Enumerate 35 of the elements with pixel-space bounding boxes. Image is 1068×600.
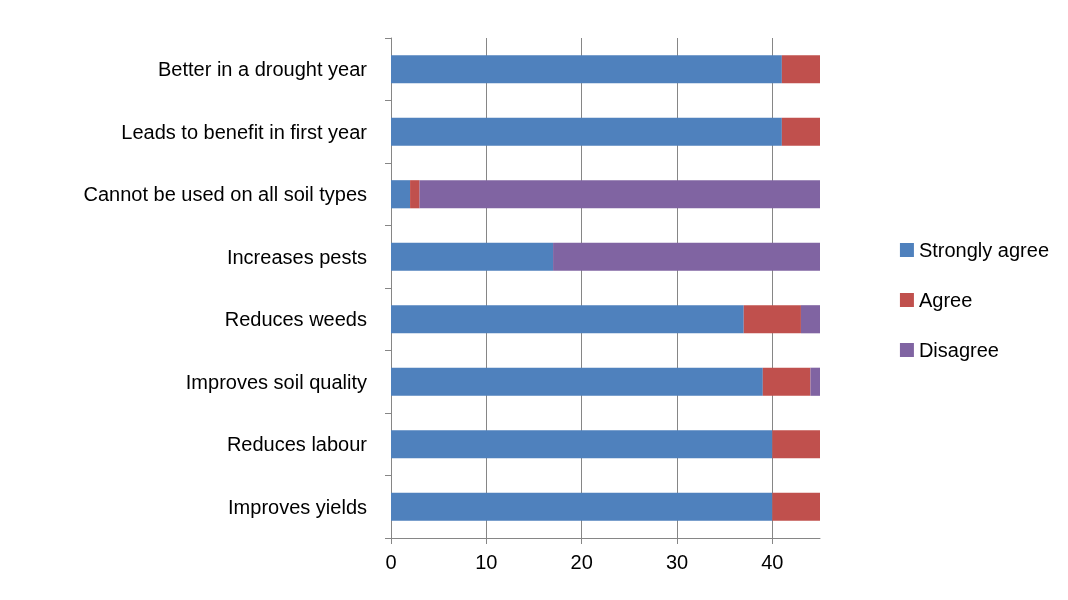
bar bbox=[391, 242, 554, 271]
bar bbox=[391, 117, 782, 146]
bar bbox=[391, 55, 782, 84]
bar bbox=[391, 430, 773, 459]
y-tick-label: Cannot be used on all soil types bbox=[83, 183, 367, 206]
x-tick-label: 30 bbox=[665, 551, 689, 573]
bar bbox=[410, 180, 420, 209]
y-tick-label: Better in a drought year bbox=[157, 58, 368, 81]
x-tick-label: 40 bbox=[761, 551, 784, 573]
bar bbox=[810, 367, 820, 396]
bar bbox=[781, 117, 820, 146]
x-tick-label: 0 bbox=[385, 551, 397, 573]
bar bbox=[419, 180, 820, 209]
y-tick-label: Leads to benefit in first year bbox=[121, 120, 368, 143]
bar bbox=[772, 492, 820, 521]
y-tick-label: Increases pests bbox=[226, 245, 367, 268]
bar bbox=[772, 430, 820, 459]
legend-label: Strongly agree bbox=[918, 239, 1049, 261]
y-tick-label: Reduces labour bbox=[226, 433, 368, 456]
y-tick-label: Reduces weeds bbox=[224, 308, 367, 331]
x-tick-label: 20 bbox=[570, 551, 593, 573]
bar bbox=[800, 305, 820, 334]
bar bbox=[553, 242, 820, 271]
bar bbox=[391, 305, 744, 334]
x-tick-label: 10 bbox=[475, 551, 498, 573]
bar bbox=[391, 180, 411, 209]
bar bbox=[781, 55, 820, 84]
bar bbox=[743, 305, 801, 334]
bar bbox=[391, 367, 763, 396]
bar bbox=[391, 492, 773, 521]
y-tick-label: Improves yields bbox=[228, 495, 367, 518]
bar bbox=[762, 367, 811, 396]
y-tick-label: Improves soil quality bbox=[185, 370, 367, 393]
legend-label: Disagree bbox=[918, 339, 999, 361]
legend-label: Agree bbox=[918, 289, 973, 311]
